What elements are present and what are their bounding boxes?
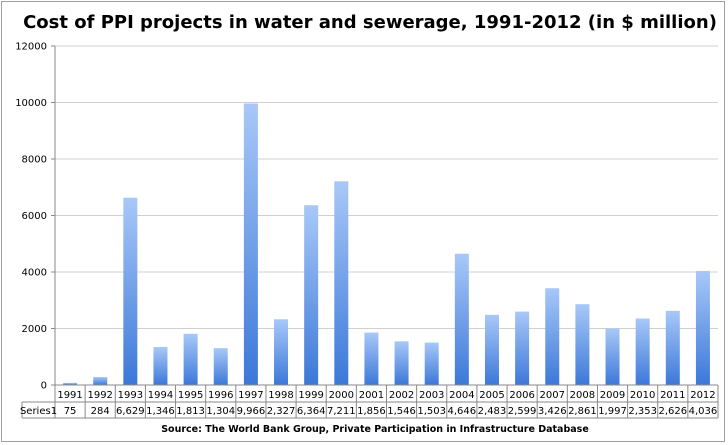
- x-category-label: 2000: [329, 390, 354, 401]
- bar-1999: [304, 205, 319, 385]
- x-category-label: 2001: [359, 390, 384, 401]
- table-value: 284: [91, 406, 110, 417]
- bar-1991: [63, 382, 78, 385]
- bar-2009: [605, 328, 620, 385]
- x-category-label: 1991: [57, 390, 82, 401]
- chart-title: Cost of PPI projects in water and sewera…: [23, 12, 717, 33]
- table-value: 2,626: [658, 406, 687, 417]
- x-category-label: 1995: [178, 390, 203, 401]
- table-value: 1,546: [387, 406, 416, 417]
- x-category-label: 2012: [690, 390, 715, 401]
- y-tick-label: 2000: [22, 324, 47, 335]
- y-tick-label: 10000: [15, 98, 47, 109]
- table-value: 9,966: [237, 406, 266, 417]
- table-value: 1,813: [176, 406, 205, 417]
- bar-1994: [153, 346, 168, 385]
- bar-2005: [484, 314, 499, 385]
- bar-2008: [575, 304, 590, 385]
- bar-2011: [665, 310, 680, 385]
- legend-series-label: Series1: [20, 406, 57, 417]
- bar-2002: [394, 341, 409, 385]
- y-tick-label: 6000: [22, 211, 47, 222]
- table-value: 6,364: [297, 406, 326, 417]
- x-category-label: 2009: [600, 390, 625, 401]
- y-tick-label: 0: [41, 381, 47, 392]
- table-value: 75: [64, 406, 77, 417]
- table-value: 1,997: [598, 406, 627, 417]
- x-category-label: 2002: [389, 390, 414, 401]
- y-tick-label: 12000: [15, 42, 47, 53]
- table-value: 1,503: [417, 406, 446, 417]
- bar-1993: [123, 197, 138, 385]
- x-category-label: 1999: [298, 390, 323, 401]
- table-value: 1,346: [146, 406, 175, 417]
- y-tick-label: 4000: [22, 268, 47, 279]
- bar-2004: [454, 253, 469, 385]
- x-category-label: 1997: [238, 390, 263, 401]
- x-category-label: 2006: [509, 390, 534, 401]
- x-category-label: 2003: [419, 390, 444, 401]
- source-note: Source: The World Bank Group, Private Pa…: [161, 424, 589, 435]
- bar-2006: [515, 311, 530, 385]
- y-tick-label: 8000: [22, 155, 47, 166]
- bar-2007: [545, 288, 560, 385]
- x-category-label: 2010: [630, 390, 655, 401]
- bar-1992: [93, 376, 108, 385]
- x-category-label: 1996: [208, 390, 233, 401]
- table-value: 4,036: [689, 406, 718, 417]
- x-category-label: 2004: [449, 390, 474, 401]
- bar-2012: [695, 270, 710, 385]
- x-category-label: 2007: [540, 390, 565, 401]
- x-category-label: 2005: [479, 390, 504, 401]
- table-value: 6,629: [116, 406, 145, 417]
- bar-2000: [334, 181, 349, 385]
- bar-1997: [243, 103, 258, 385]
- bar-2003: [424, 342, 439, 385]
- bar-2010: [635, 318, 650, 385]
- table-value: 1,304: [206, 406, 235, 417]
- x-category-label: 2008: [570, 390, 595, 401]
- bar-1996: [213, 348, 228, 385]
- x-category-label: 1992: [87, 390, 112, 401]
- table-value: 4,646: [448, 406, 477, 417]
- table-value: 2,327: [267, 406, 296, 417]
- bar-1998: [274, 319, 289, 385]
- x-category-label: 1994: [148, 390, 173, 401]
- table-value: 2,599: [508, 406, 537, 417]
- table-value: 7,211: [327, 406, 356, 417]
- x-category-label: 2011: [660, 390, 685, 401]
- table-value: 2,861: [568, 406, 597, 417]
- bar-1995: [183, 333, 198, 385]
- x-category-label: 1998: [268, 390, 293, 401]
- table-value: 2,483: [478, 406, 507, 417]
- table-value: 2,353: [628, 406, 657, 417]
- x-category-label: 1993: [118, 390, 143, 401]
- table-value: 3,426: [538, 406, 567, 417]
- bar-2001: [364, 332, 379, 385]
- table-value: 1,856: [357, 406, 386, 417]
